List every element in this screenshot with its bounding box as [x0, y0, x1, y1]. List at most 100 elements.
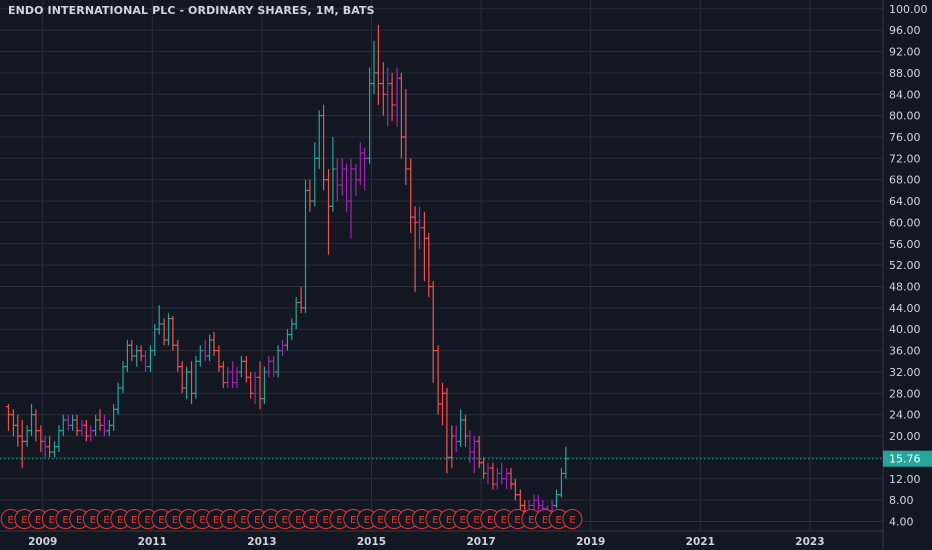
earnings-marker-label: E — [90, 515, 96, 526]
ohlc-bar — [553, 489, 559, 509]
y-tick-label: 88.00 — [889, 67, 921, 80]
ohlc-bar — [293, 297, 299, 330]
ohlc-bar — [416, 206, 422, 250]
earnings-marker-label: E — [556, 515, 562, 526]
earnings-marker-label: E — [8, 515, 14, 526]
earnings-marker-label: E — [49, 515, 55, 526]
ohlc-bar — [499, 462, 505, 485]
ohlc-bar — [279, 339, 285, 356]
earnings-marker-label: E — [35, 515, 41, 526]
y-tick-label: 20.00 — [889, 430, 921, 443]
ohlc-bar — [129, 339, 135, 362]
y-tick-label: 100.00 — [889, 3, 928, 16]
y-tick-label: 48.00 — [889, 281, 921, 294]
ohlc-bar — [252, 371, 258, 405]
earnings-marker-label: E — [391, 515, 397, 526]
ohlc-bar — [115, 382, 121, 415]
ohlc-bar — [156, 305, 162, 335]
x-tick-label: 2017 — [466, 536, 495, 548]
ohlc-bar — [142, 350, 148, 372]
chart-title: ENDO INTERNATIONAL PLC - ORDINARY SHARES… — [8, 4, 375, 17]
earnings-marker — [562, 509, 583, 529]
ohlc-bar — [334, 158, 340, 202]
x-tick-label: 2019 — [576, 536, 605, 548]
ohlc-bar — [101, 414, 107, 437]
y-tick-label: 84.00 — [889, 88, 921, 101]
earnings-marker-label: E — [323, 515, 329, 526]
ohlc-bar — [5, 404, 11, 431]
ohlc-bar — [266, 355, 272, 378]
earnings-marker-label: E — [76, 515, 82, 526]
ohlc-bar — [348, 158, 354, 239]
earnings-marker-label: E — [364, 515, 370, 526]
ohlc-bar — [375, 24, 381, 105]
earnings-marker-label: E — [501, 515, 507, 526]
ohlc-bar — [458, 409, 464, 447]
ohlc-bar — [225, 366, 231, 388]
x-tick-label: 2011 — [138, 536, 167, 548]
earnings-marker-label: E — [254, 515, 260, 526]
earnings-marker-label: E — [131, 515, 137, 526]
earnings-marker-label: E — [227, 515, 233, 526]
last-price-badge — [883, 450, 932, 467]
earnings-marker-label: E — [569, 515, 575, 526]
earnings-marker-label: E — [446, 515, 452, 526]
y-tick-label: 96.00 — [889, 24, 921, 37]
y-tick-label: 60.00 — [889, 216, 921, 229]
ohlc-bar — [47, 436, 53, 458]
earnings-marker-label: E — [199, 515, 205, 526]
y-tick-label: 52.00 — [889, 259, 921, 272]
earnings-marker-label: E — [405, 515, 411, 526]
x-tick-label: 2021 — [686, 536, 715, 548]
y-tick-label: 24.00 — [889, 409, 921, 422]
earnings-marker-label: E — [282, 515, 288, 526]
earnings-marker-label: E — [309, 515, 315, 526]
earnings-marker-label: E — [460, 515, 466, 526]
ohlc-bar — [321, 104, 327, 191]
ohlc-bar — [307, 179, 313, 212]
ohlc-bar — [19, 420, 25, 469]
earnings-marker-label: E — [432, 515, 438, 526]
ohlc-bar — [170, 315, 176, 351]
x-tick-label: 2023 — [795, 536, 824, 548]
earnings-marker-label: E — [377, 515, 383, 526]
ohlc-bar — [485, 462, 491, 485]
y-tick-label: 8.00 — [889, 494, 914, 507]
x-tick-label: 2013 — [247, 536, 276, 548]
y-tick-label: 32.00 — [889, 366, 921, 379]
earnings-marker-label: E — [419, 515, 425, 526]
y-tick-label: 64.00 — [889, 195, 921, 208]
ohlc-bar — [60, 414, 66, 437]
earnings-marker-label: E — [145, 515, 151, 526]
y-tick-label: 72.00 — [889, 152, 921, 165]
earnings-marker-label: E — [528, 515, 534, 526]
ohlc-bar — [444, 387, 450, 474]
ohlc-bar — [197, 345, 203, 367]
earnings-marker-label: E — [542, 515, 548, 526]
earnings-marker-label: E — [172, 515, 178, 526]
earnings-marker-label: E — [62, 515, 68, 526]
y-tick-label: 36.00 — [889, 345, 921, 358]
ohlc-bar — [512, 478, 518, 501]
x-tick-label: 2015 — [357, 536, 386, 548]
y-tick-label: 80.00 — [889, 110, 921, 123]
x-tick-label: 2009 — [28, 536, 57, 548]
y-tick-label: 56.00 — [889, 238, 921, 251]
earnings-marker-label: E — [295, 515, 301, 526]
y-tick-label: 4.00 — [889, 516, 914, 529]
earnings-marker-label: E — [117, 515, 123, 526]
ohlc-bar — [563, 446, 569, 479]
y-tick-label: 44.00 — [889, 302, 921, 315]
earnings-marker-label: E — [186, 515, 192, 526]
ohlc-bar — [471, 436, 477, 474]
ohlc-bar — [540, 500, 546, 511]
earnings-marker-label: E — [21, 515, 27, 526]
ohlc-bar — [211, 331, 217, 356]
ohlc-bar — [88, 425, 94, 442]
ohlc-bar — [403, 88, 409, 186]
ohlc-bar — [184, 366, 190, 399]
earnings-marker-label: E — [473, 515, 479, 526]
last-price-label: 15.76 — [889, 453, 921, 466]
